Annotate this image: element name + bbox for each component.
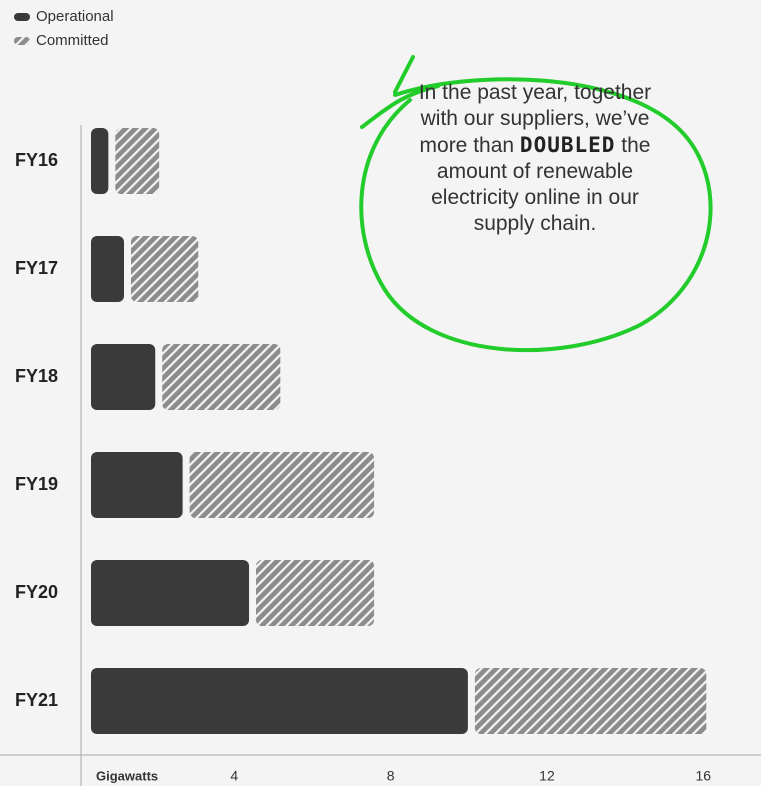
y-tick-label: FY21 xyxy=(15,690,58,710)
highlight-stroke xyxy=(360,84,440,129)
bar-segment xyxy=(91,236,124,302)
bar-segment xyxy=(189,452,375,518)
bar-segment xyxy=(91,668,468,734)
y-tick-label: FY20 xyxy=(15,582,58,602)
x-tick-label: 8 xyxy=(387,768,395,784)
bar-segment xyxy=(91,344,156,410)
x-tick-label: 12 xyxy=(539,768,555,784)
bar-segment xyxy=(91,560,250,626)
bar-segment xyxy=(256,560,375,626)
legend-swatch xyxy=(14,13,30,21)
legend-label: Operational xyxy=(36,8,114,25)
annotation: In the past year, together with our supp… xyxy=(400,80,670,237)
legend-label: Committed xyxy=(36,32,109,49)
annotation-text: In the past year, together with our supp… xyxy=(418,81,652,157)
bar-segment xyxy=(115,128,160,194)
annotation-emphasis: DOUBLED xyxy=(519,133,616,157)
bar-segment xyxy=(474,668,707,734)
y-tick-label: FY19 xyxy=(15,474,58,494)
y-tick-label: FY18 xyxy=(15,366,58,386)
highlight-tail xyxy=(393,55,415,94)
x-tick-label: 4 xyxy=(230,768,238,784)
bar-segment xyxy=(162,344,281,410)
x-tick-label: 16 xyxy=(695,768,711,784)
y-tick-label: FY17 xyxy=(15,258,58,278)
bar-segment xyxy=(91,128,109,194)
y-tick-label: FY16 xyxy=(15,150,58,170)
highlight-circle xyxy=(359,77,713,353)
annotation-text: the amount of renewable electricity onli… xyxy=(431,134,651,235)
legend-swatch xyxy=(14,37,30,45)
bar-segment xyxy=(130,236,199,302)
x-axis-label: Gigawatts xyxy=(96,768,158,783)
bar-segment xyxy=(91,452,183,518)
